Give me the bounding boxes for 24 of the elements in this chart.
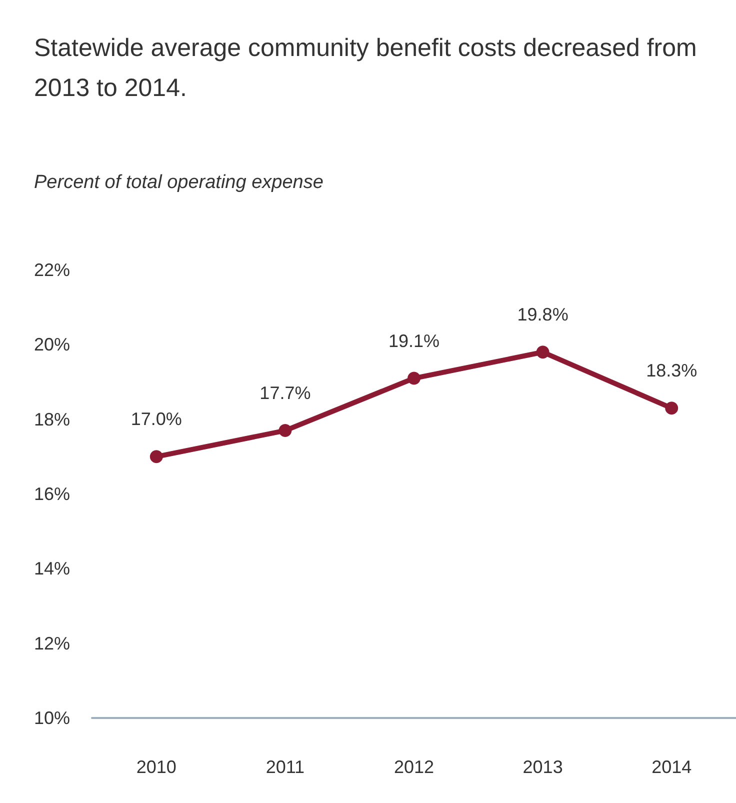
data-label: 17.7% — [260, 383, 311, 404]
y-tick-label: 20% — [34, 334, 70, 355]
point — [665, 402, 678, 415]
point — [408, 372, 420, 385]
y-tick-label: 22% — [34, 260, 70, 280]
point — [278, 424, 292, 438]
y-tick-label: 10% — [34, 708, 70, 728]
point — [150, 450, 163, 464]
data-label: 17.0% — [130, 409, 182, 430]
chart-subtitle: Percent of total operating expense — [34, 172, 324, 194]
data-label: 18.3% — [646, 360, 698, 381]
y-tick-label: 18% — [34, 409, 70, 430]
chart-title: Statewide average community benefit costs decreased from 2013 to 2014. — [34, 33, 698, 104]
y-tick-label: 12% — [34, 633, 70, 654]
point — [536, 346, 550, 359]
x-tick-label: 2014 — [652, 757, 692, 777]
x-tick-label: 2010 — [136, 757, 176, 777]
x-tick-label: 2013 — [522, 757, 563, 777]
y-tick-label: 14% — [34, 558, 70, 579]
x-tick-label: 2012 — [394, 757, 434, 777]
x-tick-label: 2011 — [266, 757, 305, 777]
y-tick-label: 16% — [34, 484, 70, 504]
data-label: 19.1% — [388, 330, 440, 351]
data-label: 19.8% — [517, 304, 568, 325]
